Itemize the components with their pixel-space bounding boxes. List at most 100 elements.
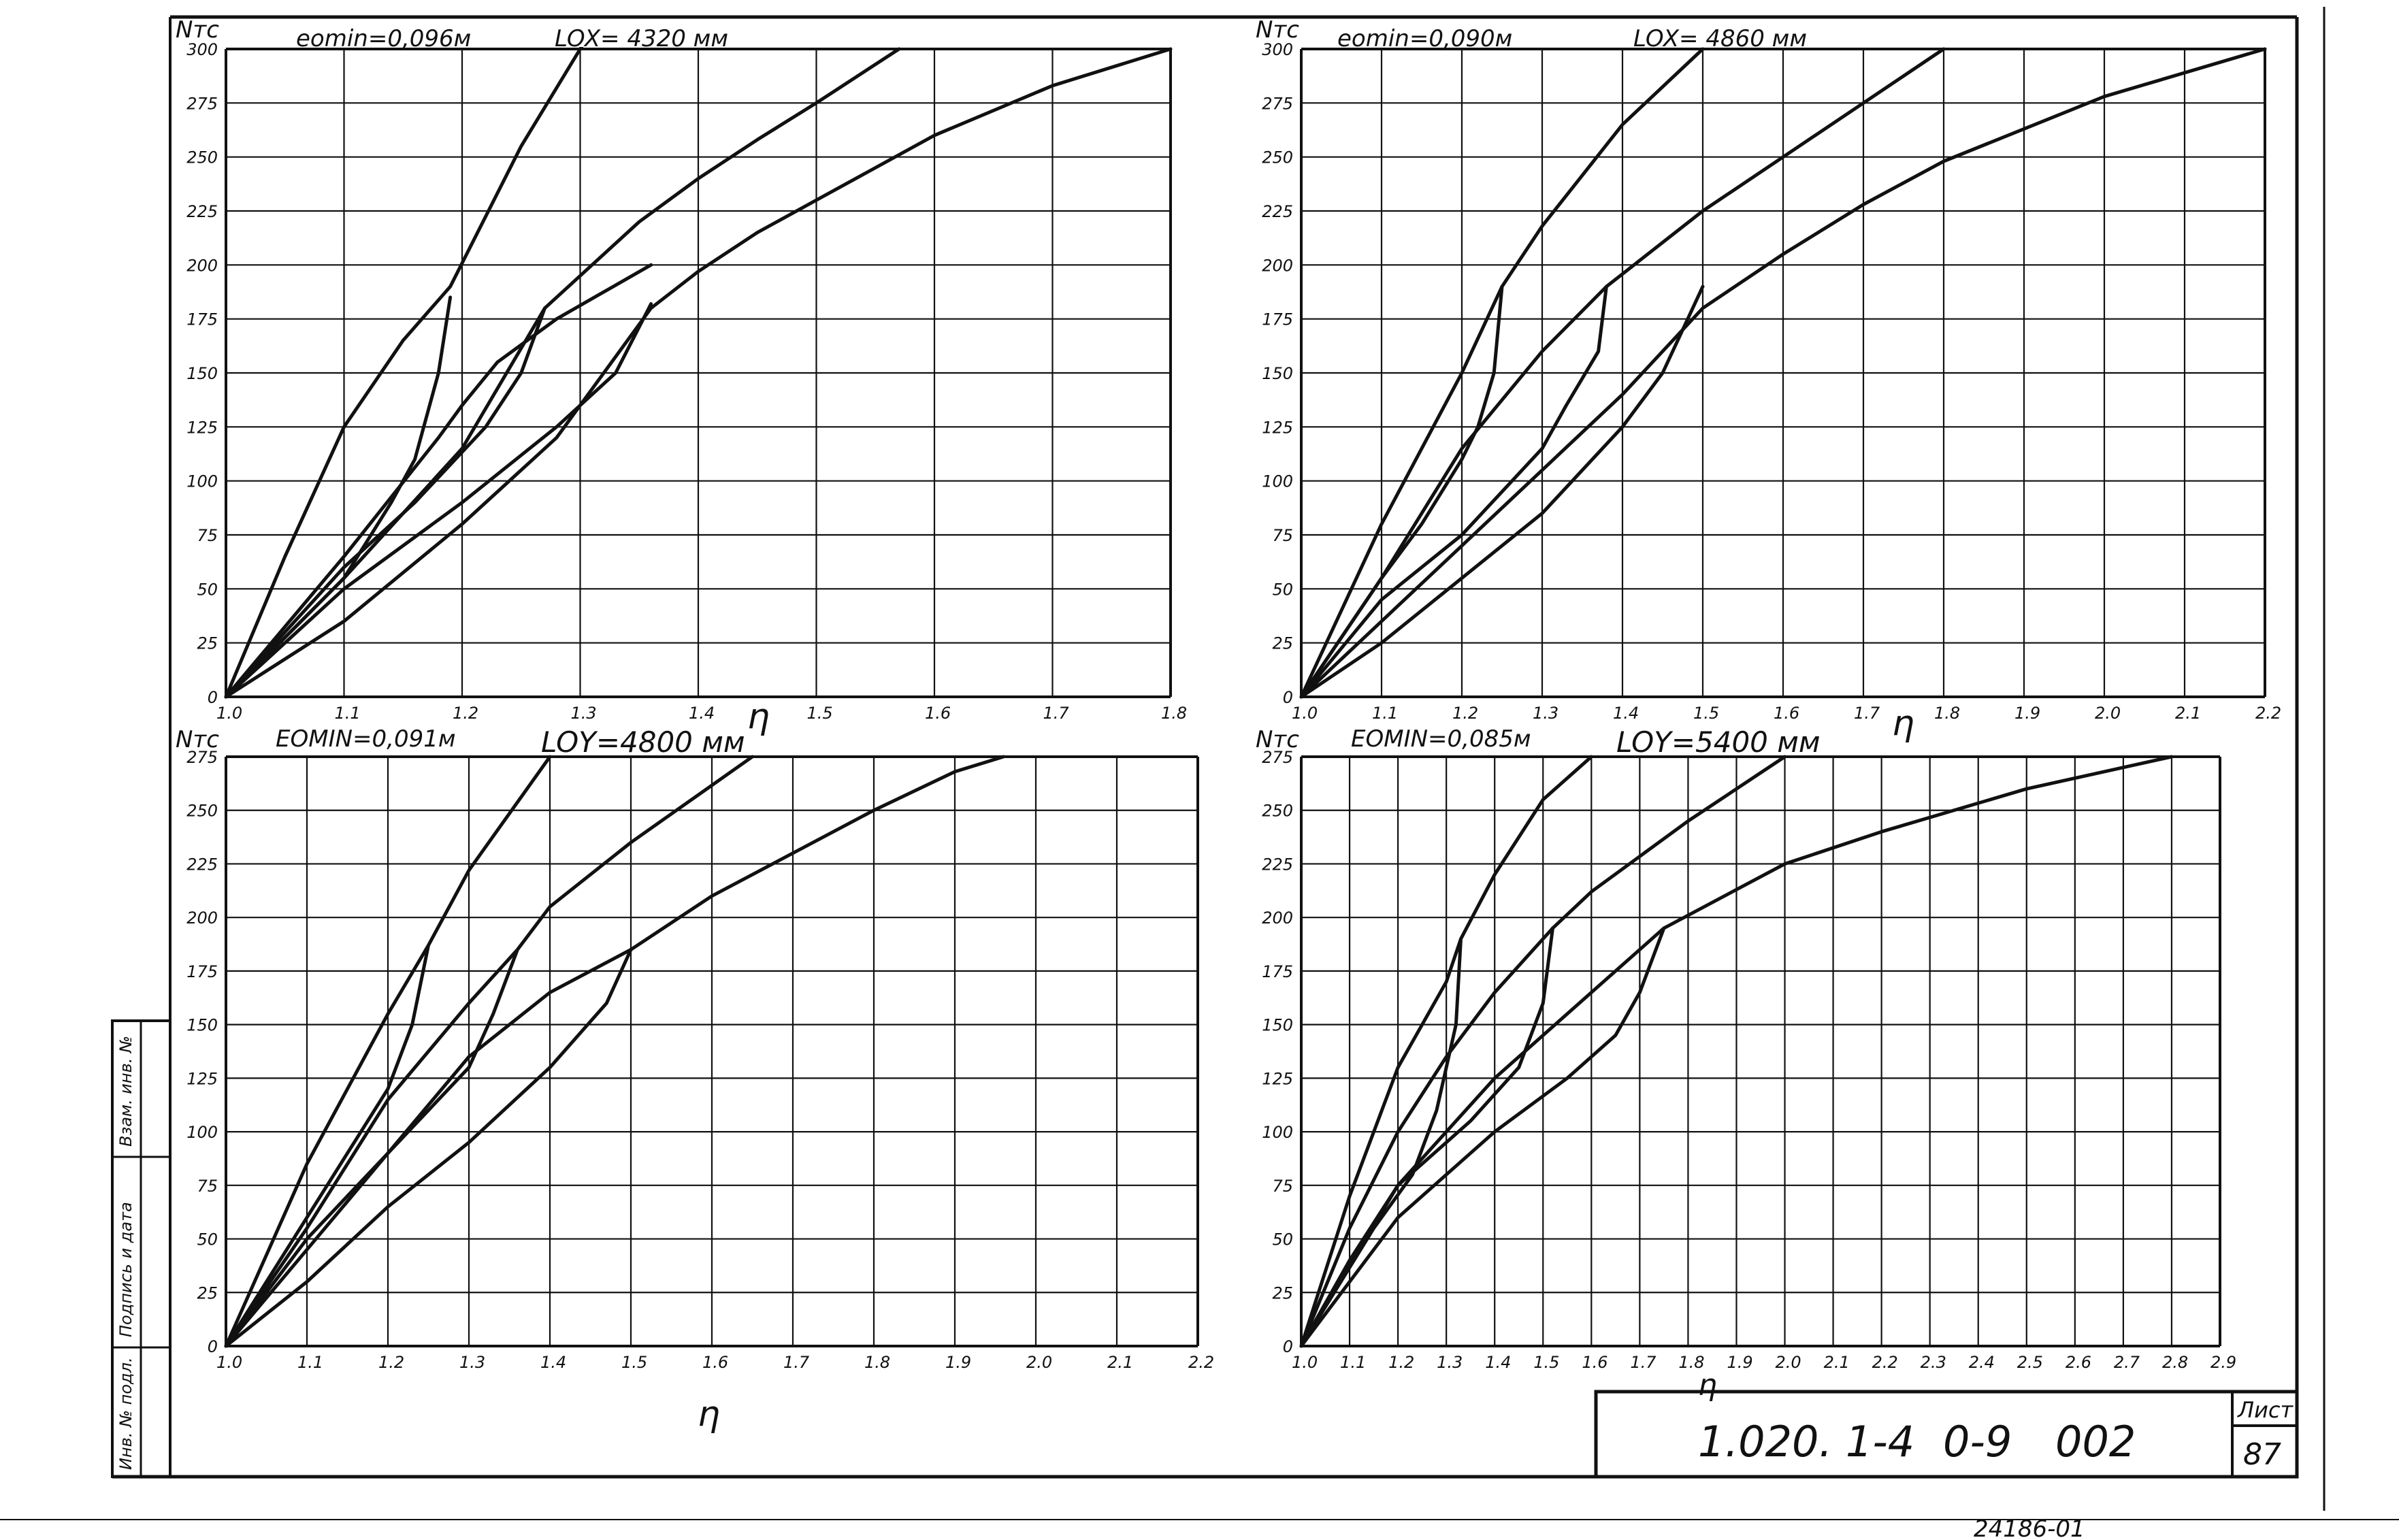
x-tick-label-bottom-left: 1.7: [783, 1353, 810, 1372]
x-tick-label-top-left: 1.7: [1043, 704, 1070, 723]
x-tick-label-top-right: 1.7: [1854, 704, 1880, 723]
header-right-top-right: LOX= 4860 мм: [1633, 25, 1807, 52]
x-tick-label-top-right: 1.5: [1693, 704, 1719, 723]
x-tick-label-bottom-right: 1.0: [1292, 1353, 1318, 1372]
grid-bottom-left: [225, 755, 1199, 1347]
series-line-top-left-2: [224, 47, 901, 699]
x-tick-label-top-right: 1.3: [1533, 704, 1558, 723]
y-tick-label-bottom-right: 100: [1262, 1123, 1293, 1142]
drawing-number: 002: [2055, 1417, 2136, 1467]
x-tick-label-top-right: 1.8: [1934, 704, 1960, 723]
x-tick-label-bottom-right: 1.8: [1678, 1353, 1704, 1372]
header-right-bottom-right: LOY=5400 мм: [1616, 725, 1821, 759]
y-tick-label-top-left: 100: [186, 472, 218, 491]
y-tick-label-bottom-right: 200: [1262, 908, 1293, 928]
series-line-top-right-4: [1299, 284, 1504, 699]
x-axis-label-bottom-right: η: [1698, 1368, 1717, 1403]
x-tick-label-bottom-left: 1.5: [621, 1353, 647, 1372]
y-tick-label-top-left: 250: [186, 148, 218, 167]
x-tick-label-bottom-right: 2.2: [1872, 1353, 1898, 1372]
x-tick-label-bottom-left: 1.6: [702, 1353, 728, 1372]
y-tick-label-top-right: 200: [1262, 256, 1293, 275]
y-tick-label-top-right: 225: [1262, 202, 1293, 221]
series-line-top-right-5: [1299, 284, 1608, 699]
y-tick-label-bottom-left: 25: [197, 1283, 218, 1303]
x-tick-label-bottom-left: 1.0: [216, 1353, 242, 1372]
x-tick-label-bottom-left: 2.1: [1107, 1353, 1133, 1372]
y-tick-label-top-right: 275: [1262, 94, 1293, 113]
x-tick-label-bottom-left: 1.8: [864, 1353, 890, 1372]
series-top-right: [1299, 47, 2267, 699]
y-tick-label-bottom-left: 0: [208, 1337, 218, 1356]
x-tick-label-top-left: 1.4: [689, 704, 715, 723]
x-tick-label-top-left: 1.8: [1161, 704, 1187, 723]
x-tick-label-bottom-right: 2.1: [1824, 1353, 1850, 1372]
x-tick-label-top-right: 2.1: [2175, 704, 2201, 723]
y-tick-label-top-right: 100: [1262, 472, 1293, 491]
x-tick-label-top-right: 1.0: [1292, 704, 1318, 723]
x-tick-label-bottom-left: 1.1: [297, 1353, 323, 1372]
x-tick-label-bottom-right: 1.2: [1388, 1353, 1414, 1372]
y-tick-label-top-right: 175: [1262, 310, 1293, 329]
x-tick-label-top-left: 1.1: [335, 704, 361, 723]
chart-bottom-left: 1.0 1.1 1.2 1.3 1.4 1.5 1.6 1.7 1.8 1.9 2.0 2.1 2.2 0…: [176, 725, 1214, 1435]
ticks-top-left: 1.0 1.1 1.2 1.3 1.4 1.5 1.6 1.7 1.8 0 25 50 75 100 125…: [186, 40, 1187, 723]
x-tick-label-bottom-right: 2.5: [2017, 1353, 2043, 1372]
x-tick-label-bottom-right: 2.6: [2066, 1353, 2091, 1372]
x-tick-label-top-right: 1.6: [1774, 704, 1799, 723]
y-tick-label-top-right: 300: [1262, 40, 1293, 59]
grid-top-right: [1300, 48, 2266, 698]
y-axis-label-bottom-right: Nтс: [1256, 726, 1299, 753]
x-tick-label-top-left: 1.6: [925, 704, 951, 723]
chart-bottom-right: 1.0 1.1 1.2 1.3 1.4 1.5 1.6 1.7 1.8 1.9 2.0 2.1 2.2 2…: [1256, 725, 2236, 1403]
series-line-bottom-left-2: [224, 755, 754, 1348]
series-line-top-left-4: [224, 263, 653, 699]
y-tick-label-bottom-right: 125: [1262, 1069, 1293, 1088]
series-line-bottom-left-6: [224, 947, 633, 1348]
series-line-bottom-right-2: [1299, 755, 1786, 1348]
y-tick-label-top-left: 0: [208, 688, 218, 707]
header-right-top-left: LOX= 4320 мм: [555, 25, 728, 52]
y-tick-label-top-left: 125: [186, 418, 218, 437]
header-left-top-right: eomin=0,090м: [1337, 25, 1512, 52]
chart-top-right: 1.0 1.1 1.2 1.3 1.4 1.5 1.6 1.7 1.8 1.9 2.0 2.1 2.2 0…: [1256, 16, 2281, 744]
y-tick-label-top-left: 25: [197, 634, 218, 653]
x-tick-label-top-left: 1.5: [807, 704, 833, 723]
y-tick-label-top-left: 150: [186, 364, 218, 383]
x-tick-label-bottom-right: 1.5: [1533, 1353, 1559, 1372]
y-tick-label-top-right: 50: [1272, 580, 1293, 599]
y-tick-label-top-left: 200: [186, 256, 218, 275]
y-tick-label-bottom-left: 100: [186, 1123, 218, 1142]
y-tick-label-bottom-left: 150: [186, 1016, 218, 1035]
x-tick-label-top-left: 1.2: [453, 704, 478, 723]
x-tick-label-top-right: 1.4: [1613, 704, 1639, 723]
x-tick-label-bottom-left: 1.2: [378, 1353, 404, 1372]
x-tick-label-bottom-right: 2.8: [2162, 1353, 2188, 1372]
y-axis-label-bottom-left: Nтс: [176, 726, 219, 753]
y-tick-label-bottom-right: 250: [1262, 802, 1293, 821]
grid-top-left: [225, 48, 1172, 698]
series-line-top-left-5: [224, 295, 453, 699]
y-tick-label-top-left: 175: [186, 310, 218, 329]
series-line-top-left-3: [224, 47, 1173, 699]
y-tick-label-top-right: 0: [1283, 688, 1293, 707]
x-tick-label-bottom-right: 1.3: [1437, 1353, 1463, 1372]
y-tick-label-bottom-right: 75: [1272, 1177, 1293, 1196]
y-tick-label-top-left: 50: [197, 580, 218, 599]
series-line-bottom-right-1: [1299, 755, 1593, 1348]
x-tick-label-bottom-left: 1.3: [459, 1353, 485, 1372]
x-tick-label-bottom-right: 1.7: [1630, 1353, 1657, 1372]
x-tick-label-bottom-right: 2.3: [1921, 1353, 1946, 1372]
x-tick-label-bottom-right: 1.6: [1582, 1353, 1608, 1372]
series-line-bottom-left-5: [224, 947, 519, 1348]
series-line-bottom-left-1: [224, 755, 552, 1348]
x-tick-label-top-left: 1.3: [571, 704, 597, 723]
y-tick-label-bottom-right: 275: [1262, 748, 1293, 767]
y-axis-label-top-left: Nтс: [176, 16, 219, 44]
x-tick-label-bottom-left: 1.9: [945, 1353, 971, 1372]
bottom-note: 24186-01: [1974, 1516, 2085, 1540]
x-tick-label-top-right: 1.1: [1372, 704, 1398, 723]
y-tick-label-top-left: 75: [197, 526, 218, 545]
x-tick-label-top-right: 2.2: [2255, 704, 2281, 723]
side-strip: [111, 1019, 172, 1478]
